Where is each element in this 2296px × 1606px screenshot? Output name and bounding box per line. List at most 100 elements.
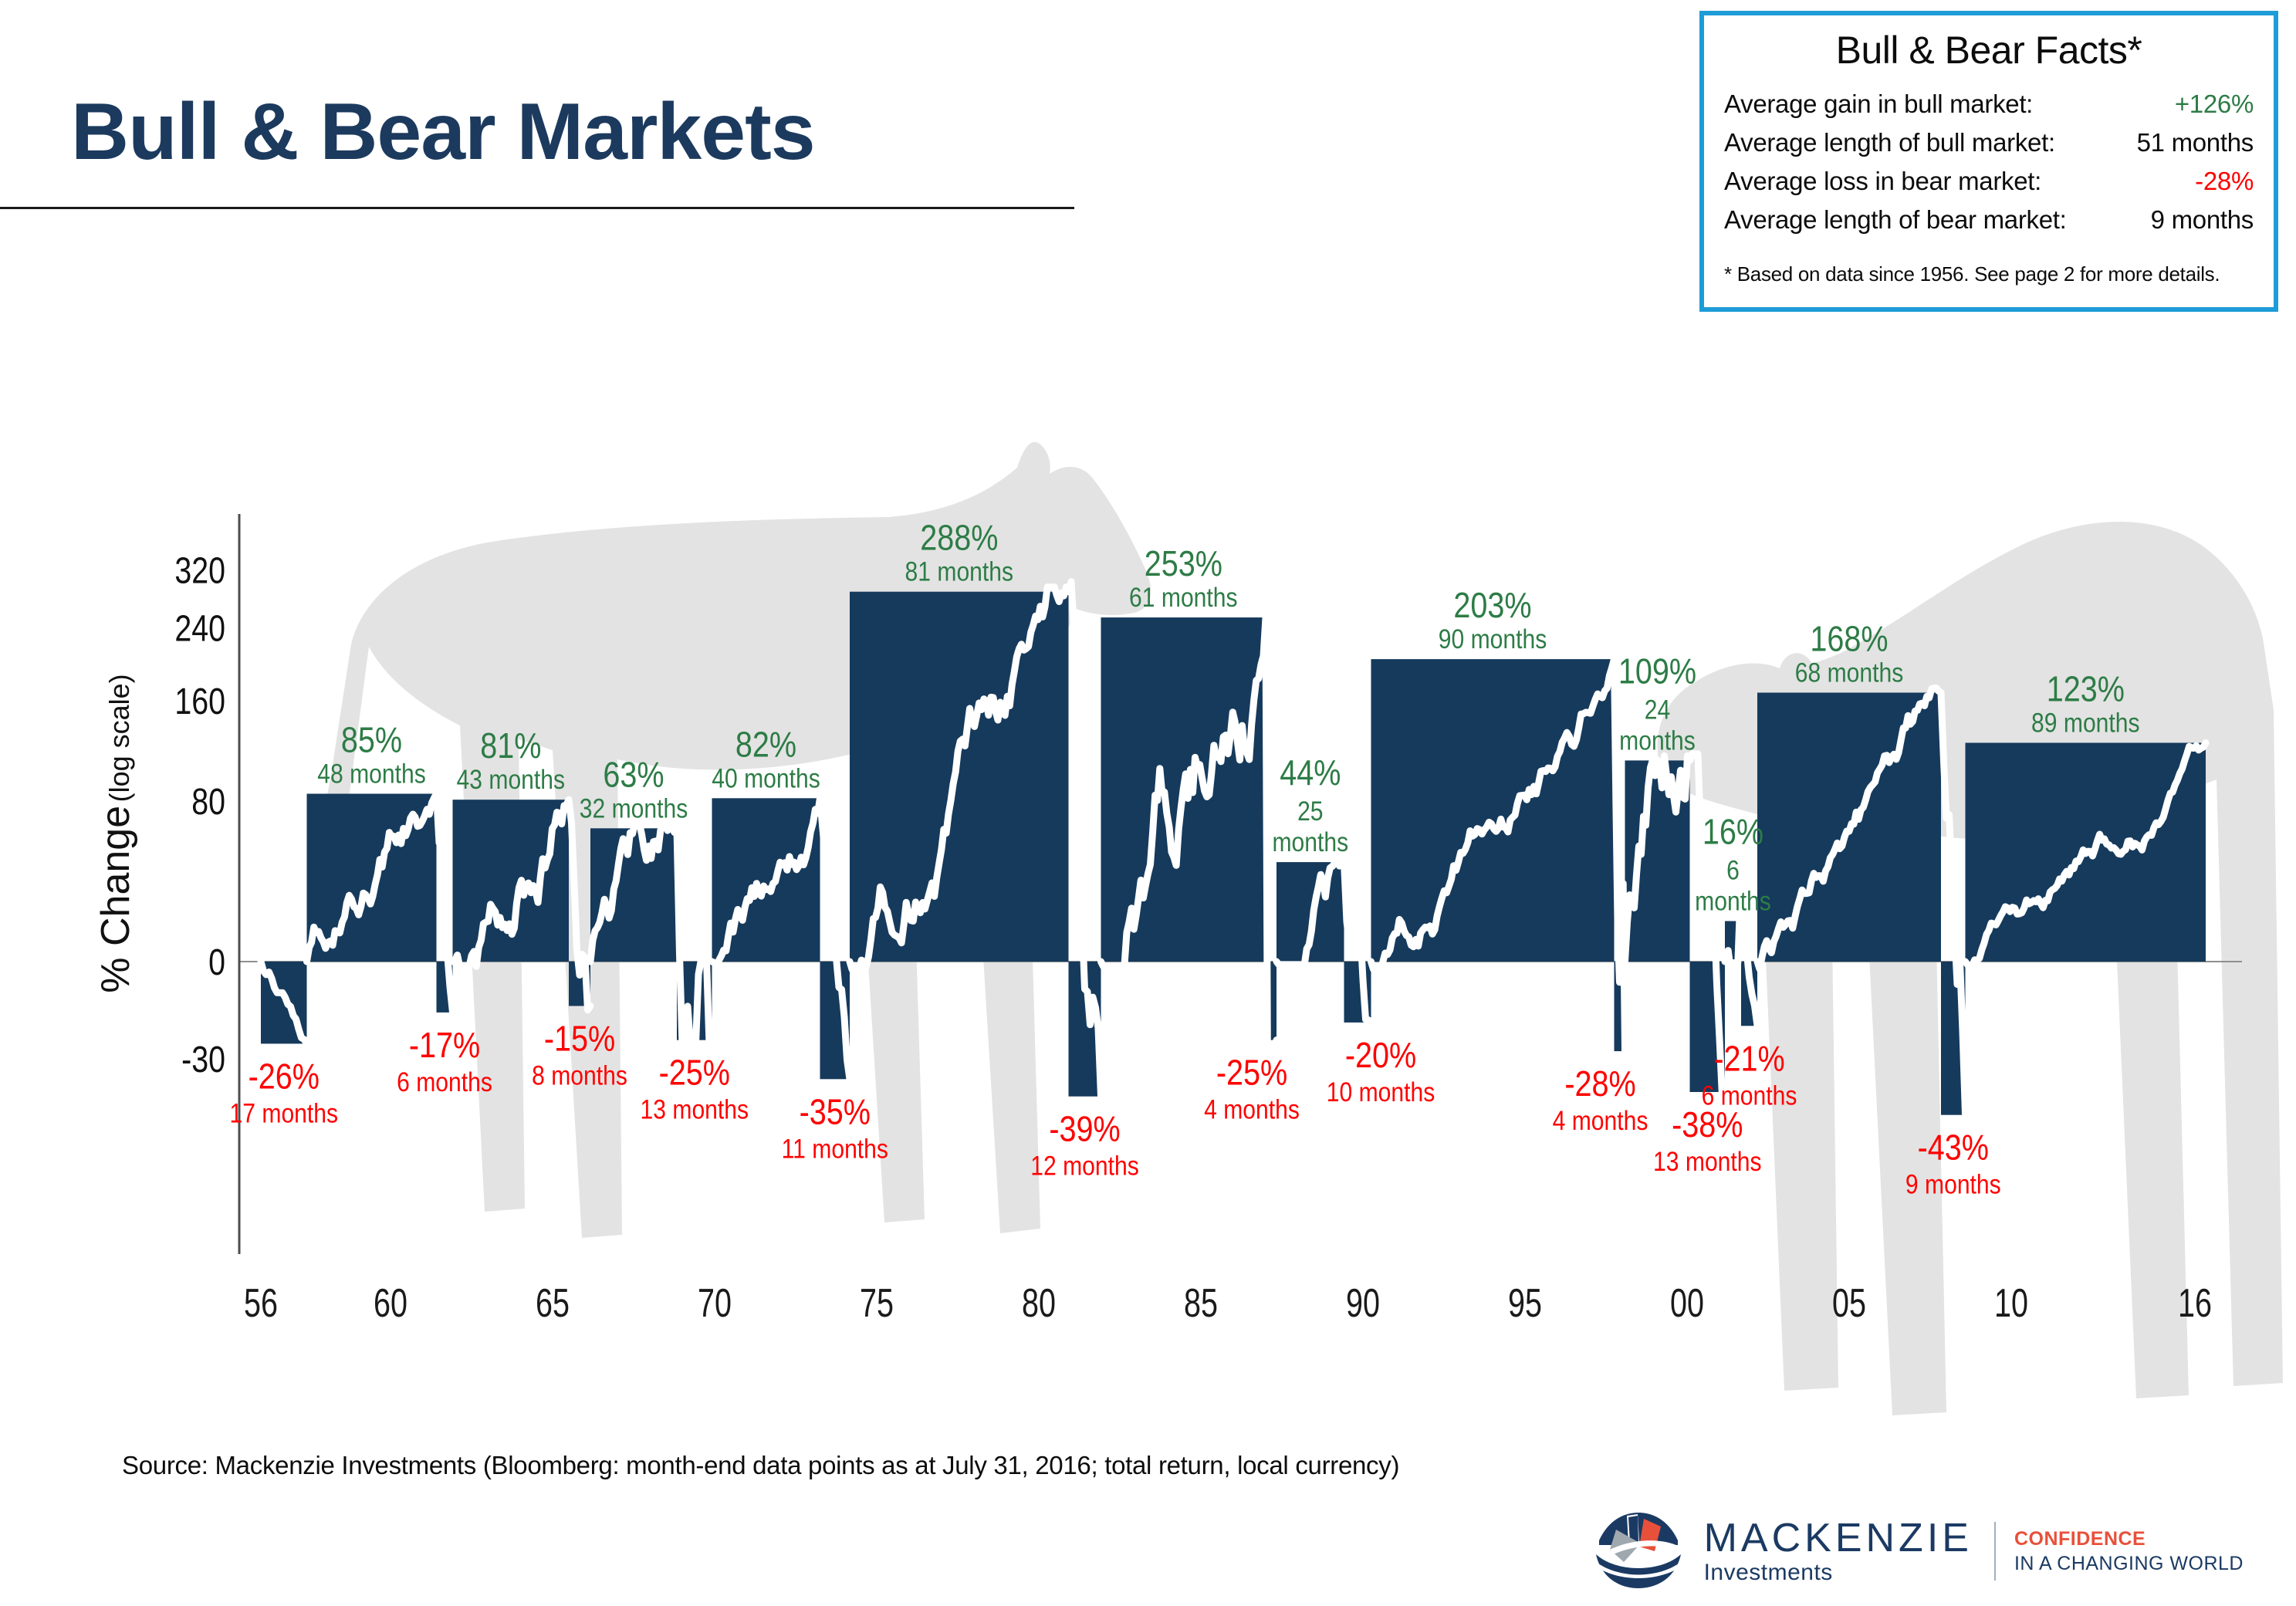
svg-text:months: months — [1695, 885, 1771, 916]
svg-text:-25%: -25% — [1216, 1053, 1287, 1093]
svg-text:17 months: 17 months — [230, 1097, 338, 1128]
svg-text:-21%: -21% — [1713, 1040, 1784, 1079]
y-tick-label: 0 — [208, 942, 225, 983]
bull-bar — [1371, 659, 1615, 962]
x-tick-label: 16 — [2178, 1280, 2212, 1326]
svg-text:-26%: -26% — [249, 1057, 320, 1097]
y-tick-label: 160 — [174, 681, 225, 723]
svg-text:-28%: -28% — [1564, 1064, 1635, 1104]
svg-text:44%: 44% — [1280, 753, 1341, 793]
svg-text:63%: 63% — [603, 756, 664, 795]
bull-label: 85%48 months — [317, 721, 425, 789]
svg-text:4 months: 4 months — [1553, 1105, 1648, 1136]
bull-label: 203%90 months — [1439, 586, 1547, 654]
logo-tagline-2: IN A CHANGING WORLD — [2014, 1553, 2244, 1574]
y-axis-title-main: % Change — [93, 805, 138, 993]
facts-label: Average length of bear market: — [1724, 205, 2067, 234]
facts-row: Average loss in bear market: -28% — [1724, 162, 2254, 201]
svg-text:43 months: 43 months — [457, 764, 565, 795]
svg-text:90 months: 90 months — [1439, 624, 1547, 654]
svg-text:-25%: -25% — [659, 1053, 730, 1093]
svg-text:32 months: 32 months — [580, 793, 688, 823]
svg-text:-38%: -38% — [1672, 1105, 1743, 1144]
mackenzie-logo: MACKENZIE Investments CONFIDENCE IN A CH… — [1593, 1505, 2244, 1598]
facts-value: 9 months — [2150, 205, 2254, 234]
bear-label: -28%4 months — [1553, 1064, 1648, 1135]
logo-brand-text: MACKENZIE — [1703, 1516, 1973, 1560]
bull-label: 81%43 months — [457, 726, 565, 794]
bear-label: -25%4 months — [1204, 1053, 1300, 1124]
svg-text:6: 6 — [1726, 854, 1740, 885]
logo-tagline-1: CONFIDENCE — [2014, 1528, 2146, 1550]
bull-bar — [590, 828, 677, 962]
x-tick-label: 80 — [1022, 1280, 1056, 1326]
svg-text:288%: 288% — [920, 519, 998, 558]
svg-text:9 months: 9 months — [1905, 1169, 2001, 1200]
svg-text:24: 24 — [1645, 694, 1670, 725]
bear-label: -15%8 months — [532, 1019, 627, 1090]
svg-text:123%: 123% — [2047, 670, 2125, 709]
bull-label: 63%32 months — [580, 756, 688, 823]
svg-text:109%: 109% — [1618, 652, 1696, 691]
y-tick-label: -30 — [181, 1039, 225, 1080]
bear-label: -35%11 months — [782, 1093, 888, 1164]
svg-text:68 months: 68 months — [1795, 657, 1903, 688]
svg-text:months: months — [1272, 827, 1348, 857]
facts-box-title: Bull & Bear Facts* — [1835, 29, 2142, 72]
y-tick-label: 80 — [191, 782, 225, 823]
bear-label: -25%13 months — [641, 1053, 749, 1124]
bull-label: 123%89 months — [2031, 670, 2139, 738]
svg-text:82%: 82% — [735, 725, 796, 765]
svg-text:12 months: 12 months — [1030, 1151, 1138, 1182]
x-tick-label: 00 — [1670, 1280, 1704, 1326]
page-title: Bull & Bear Markets — [71, 86, 816, 177]
market-index-line — [257, 578, 2210, 1119]
svg-text:4 months: 4 months — [1204, 1094, 1300, 1125]
title-rule — [0, 207, 1074, 209]
logo-division-text: Investments — [1703, 1560, 1833, 1585]
facts-row: Average gain in bull market: +126% — [1724, 85, 2254, 123]
svg-text:-39%: -39% — [1049, 1110, 1120, 1149]
svg-text:40 months: 40 months — [712, 762, 820, 793]
bear-label: -43%9 months — [1905, 1128, 2001, 1199]
bull-label: 253%61 months — [1129, 544, 1237, 612]
bull-label: 82%40 months — [712, 725, 820, 793]
x-tick-label: 75 — [860, 1280, 894, 1326]
svg-text:25: 25 — [1297, 796, 1323, 827]
facts-value: 51 months — [2136, 128, 2254, 157]
x-tick-label: 10 — [1994, 1280, 2028, 1326]
bear-label: -20%10 months — [1327, 1036, 1435, 1107]
x-tick-label: 65 — [536, 1280, 570, 1326]
source-note: Source: Mackenzie Investments (Bloomberg… — [122, 1451, 1400, 1479]
svg-text:253%: 253% — [1145, 544, 1222, 583]
svg-text:16%: 16% — [1703, 813, 1763, 852]
facts-row: Average length of bull market: 51 months — [1724, 123, 2254, 162]
svg-text:6 months: 6 months — [1702, 1080, 1797, 1111]
svg-text:13 months: 13 months — [1653, 1146, 1761, 1177]
bear-label: -38%13 months — [1653, 1105, 1761, 1176]
facts-box: Bull & Bear Facts* Average gain in bull … — [1699, 11, 2278, 312]
facts-value: +126% — [2174, 90, 2254, 118]
svg-text:89 months: 89 months — [2031, 707, 2139, 738]
x-tick-label: 85 — [1184, 1280, 1218, 1326]
svg-text:-17%: -17% — [409, 1026, 480, 1065]
svg-text:6 months: 6 months — [397, 1067, 492, 1097]
x-tick-label: 70 — [698, 1280, 732, 1326]
svg-text:months: months — [1619, 725, 1696, 756]
svg-text:-35%: -35% — [800, 1093, 871, 1132]
svg-text:13 months: 13 months — [641, 1094, 749, 1125]
svg-text:81 months: 81 months — [905, 556, 1013, 587]
bear-label: -39%12 months — [1030, 1110, 1138, 1181]
facts-row: Average length of bear market: 9 months — [1724, 201, 2254, 239]
y-tick-label: 240 — [174, 608, 225, 650]
facts-value: -28% — [2195, 167, 2254, 195]
bear-label: -17%6 months — [397, 1026, 492, 1097]
svg-text:168%: 168% — [1810, 620, 1888, 659]
facts-label: Average length of bull market: — [1724, 128, 2055, 157]
svg-text:-15%: -15% — [544, 1019, 615, 1059]
